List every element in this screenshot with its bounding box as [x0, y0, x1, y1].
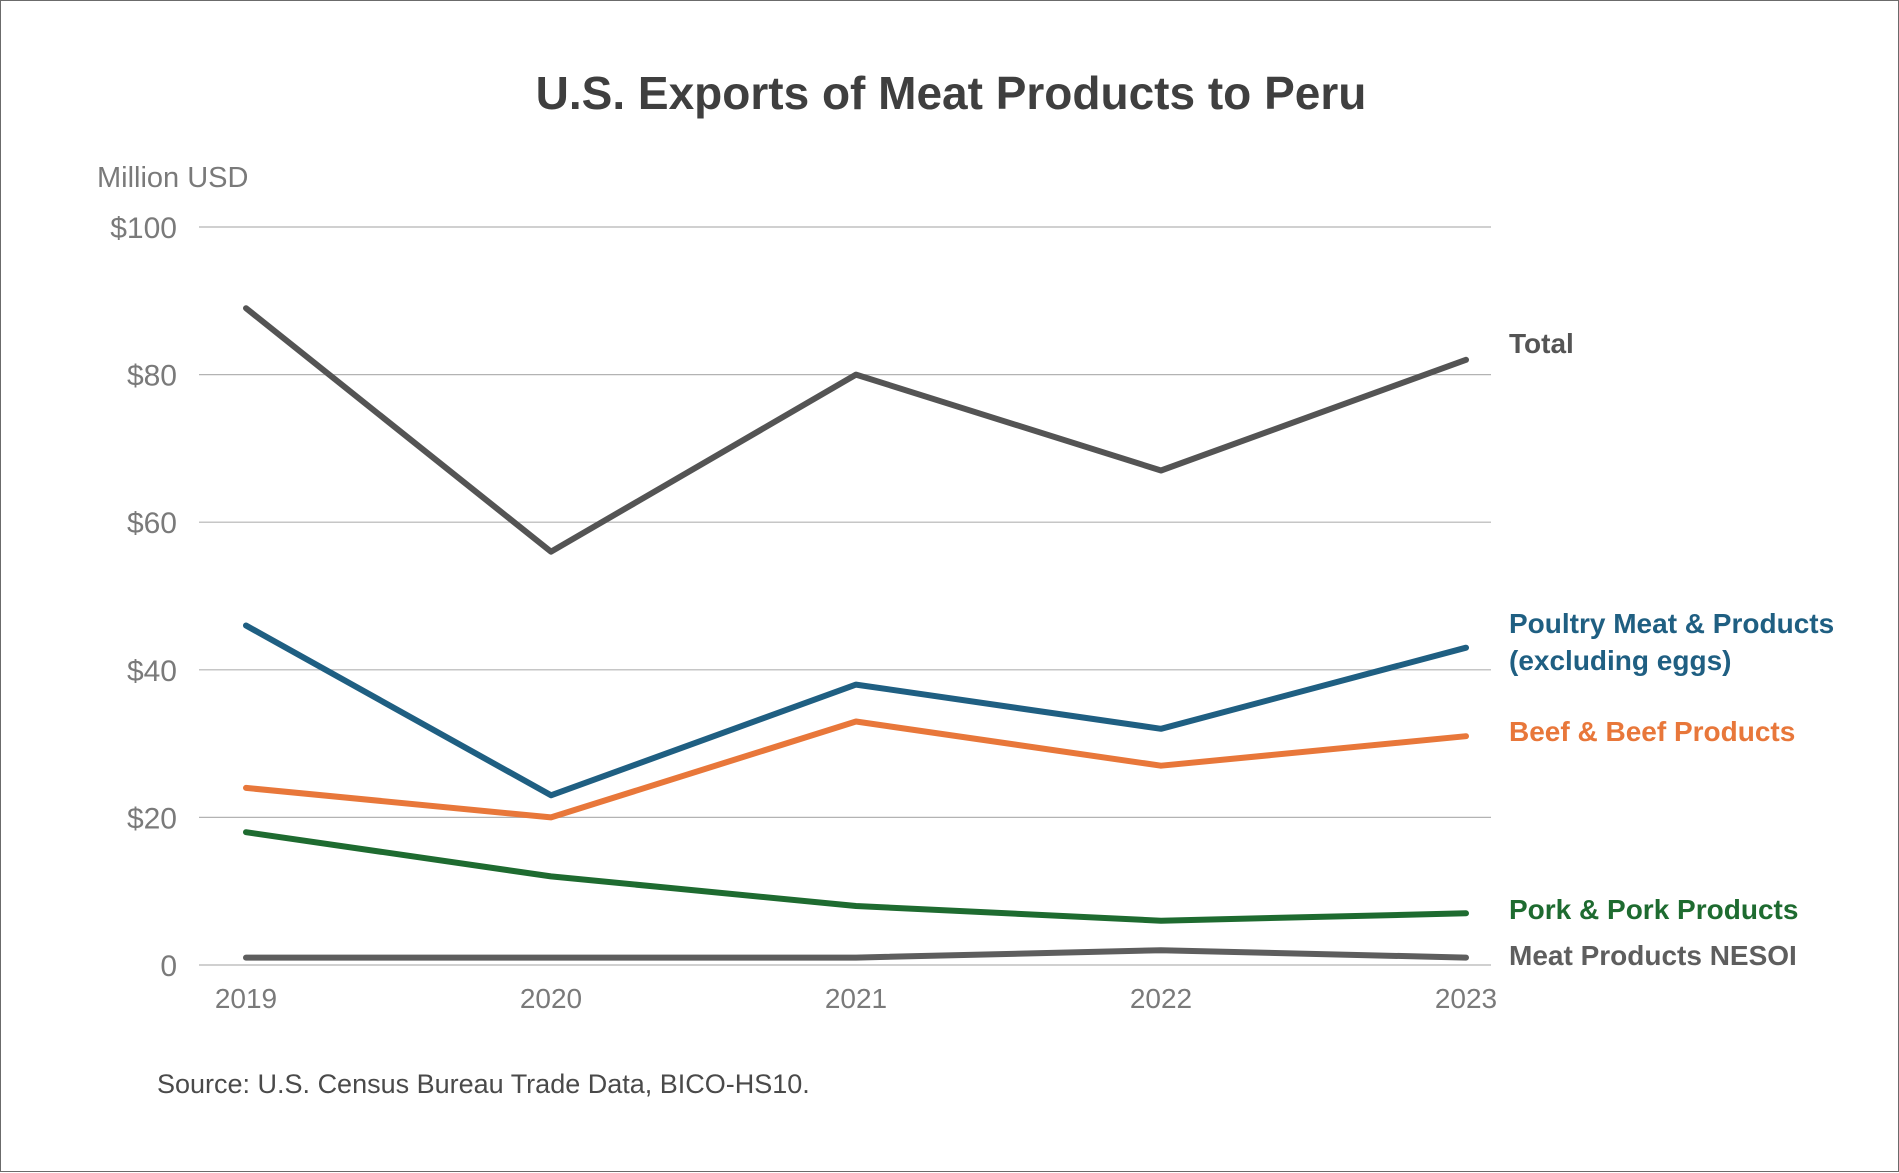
y-axis-unit-label: Million USD [97, 162, 248, 194]
series-label-line: (excluding eggs) [1509, 645, 1731, 676]
y-tick-label: $80 [127, 360, 177, 393]
series-line-pork-pork-products [243, 829, 1469, 924]
gridlines [199, 226, 1491, 966]
series-line-beef-beef-products [243, 718, 1469, 821]
series-line-poultry-meat-products-excluding-eggs [243, 622, 1469, 799]
series-lines [243, 305, 1469, 961]
series-label-line: Meat Products NESOI [1509, 940, 1797, 971]
series-label-meat-products-nesoi: Meat Products NESOI [1509, 940, 1797, 971]
series-label-line: Pork & Pork Products [1509, 894, 1798, 925]
x-tick-label: 2021 [825, 983, 887, 1014]
series-label-total: Total [1509, 328, 1574, 359]
x-tick-label: 2022 [1130, 983, 1192, 1014]
x-axis-ticks: 2019 2020 2021 2022 2023 [215, 983, 1497, 1014]
source-note: Source: U.S. Census Bureau Trade Data, B… [157, 1069, 810, 1099]
series-labels: Total Poultry Meat & Products (excluding e… [1509, 328, 1834, 971]
y-tick-label: 0 [160, 950, 177, 983]
y-tick-label: $20 [127, 802, 177, 835]
y-axis-ticks: 0 $20 $40 $60 $80 $100 [110, 212, 177, 983]
x-tick-label: 2023 [1435, 983, 1497, 1014]
y-tick-label: $60 [127, 507, 177, 540]
series-label-poultry-meat-products-excluding-eggs: Poultry Meat & Products (excluding eggs) [1509, 608, 1834, 676]
series-label-pork-pork-products: Pork & Pork Products [1509, 894, 1798, 925]
series-label-beef-beef-products: Beef & Beef Products [1509, 716, 1795, 747]
series-label-line: Beef & Beef Products [1509, 716, 1795, 747]
y-tick-label: $100 [110, 212, 177, 245]
series-label-line: Total [1509, 328, 1574, 359]
x-tick-label: 2020 [520, 983, 582, 1014]
x-tick-label: 2019 [215, 983, 277, 1014]
series-line-meat-products-nesoi [243, 947, 1469, 961]
y-tick-label: $40 [127, 655, 177, 688]
series-label-line: Poultry Meat & Products [1509, 608, 1834, 639]
chart-title: U.S. Exports of Meat Products to Peru [536, 67, 1367, 119]
series-line-total [243, 305, 1469, 555]
